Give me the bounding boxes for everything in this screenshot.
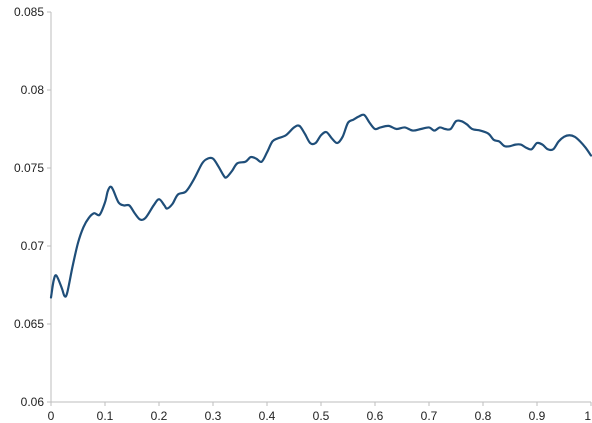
x-tick-label: 0.1 xyxy=(97,409,114,423)
y-tick-label: 0.065 xyxy=(14,317,44,331)
x-tick-label: 0.4 xyxy=(259,409,276,423)
x-tick-label: 0.8 xyxy=(475,409,492,423)
series-layer xyxy=(49,113,592,299)
x-tick-label: 1 xyxy=(584,409,591,423)
x-tick-label: 0.7 xyxy=(421,409,438,423)
series-line xyxy=(49,113,592,299)
x-tick-label: 0.2 xyxy=(151,409,168,423)
x-tick-label: 0.5 xyxy=(313,409,330,423)
y-tick-label: 0.085 xyxy=(14,5,44,19)
x-tick-label: 0.6 xyxy=(367,409,384,423)
y-axis-ticks: 0.06 0.065 0.07 0.075 0.08 0.085 xyxy=(14,5,51,409)
y-tick-label: 0.07 xyxy=(21,239,45,253)
x-tick-label: 0 xyxy=(48,409,55,423)
y-tick-label: 0.06 xyxy=(21,395,45,409)
x-axis-ticks: 0 0.1 0.2 0.3 0.4 0.5 0.6 0.7 0.8 0.9 1 xyxy=(48,402,592,423)
x-tick-label: 0.9 xyxy=(529,409,546,423)
y-tick-label: 0.075 xyxy=(14,161,44,175)
x-tick-label: 0.3 xyxy=(205,409,222,423)
y-tick-label: 0.08 xyxy=(21,83,45,97)
